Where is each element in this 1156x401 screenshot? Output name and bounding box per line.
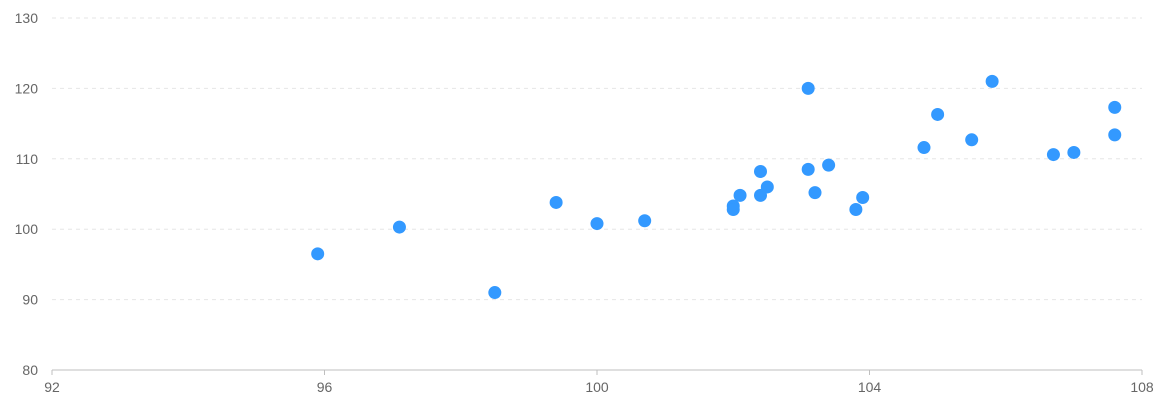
y-tick-label: 100 bbox=[15, 221, 39, 237]
scatter-point[interactable] bbox=[488, 286, 502, 300]
y-tick-label: 90 bbox=[22, 292, 38, 308]
scatter-point[interactable] bbox=[638, 214, 652, 228]
x-tick-label: 104 bbox=[858, 379, 882, 395]
scatter-point[interactable] bbox=[590, 217, 604, 231]
x-tick-label: 96 bbox=[317, 379, 333, 395]
scatter-point[interactable] bbox=[917, 141, 931, 155]
x-tick-label: 108 bbox=[1130, 379, 1154, 395]
scatter-point[interactable] bbox=[856, 191, 870, 205]
scatter-point[interactable] bbox=[801, 162, 815, 176]
x-tick-label: 92 bbox=[44, 379, 60, 395]
x-tick-label: 100 bbox=[585, 379, 609, 395]
scatter-point[interactable] bbox=[733, 188, 747, 202]
scatter-point[interactable] bbox=[1108, 128, 1122, 142]
scatter-point[interactable] bbox=[808, 186, 822, 200]
y-tick-label: 110 bbox=[16, 151, 39, 167]
scatter-point[interactable] bbox=[849, 202, 863, 216]
y-tick-label: 120 bbox=[15, 80, 39, 96]
scatter-point[interactable] bbox=[985, 74, 999, 88]
scatter-point[interactable] bbox=[392, 220, 406, 234]
scatter-point[interactable] bbox=[801, 81, 815, 95]
scatter-point[interactable] bbox=[822, 158, 836, 172]
scatter-point[interactable] bbox=[311, 247, 325, 261]
scatter-point[interactable] bbox=[726, 202, 740, 216]
scatter-point[interactable] bbox=[1108, 100, 1122, 114]
scatter-point[interactable] bbox=[1046, 148, 1060, 162]
scatter-point[interactable] bbox=[965, 133, 979, 147]
scatter-point[interactable] bbox=[549, 195, 563, 209]
y-tick-label: 80 bbox=[22, 362, 38, 378]
scatter-point[interactable] bbox=[760, 180, 774, 194]
y-tick-label: 130 bbox=[15, 10, 39, 26]
scatter-point[interactable] bbox=[1067, 145, 1081, 159]
scatter-point[interactable] bbox=[931, 107, 945, 121]
scatter-point[interactable] bbox=[754, 164, 767, 178]
